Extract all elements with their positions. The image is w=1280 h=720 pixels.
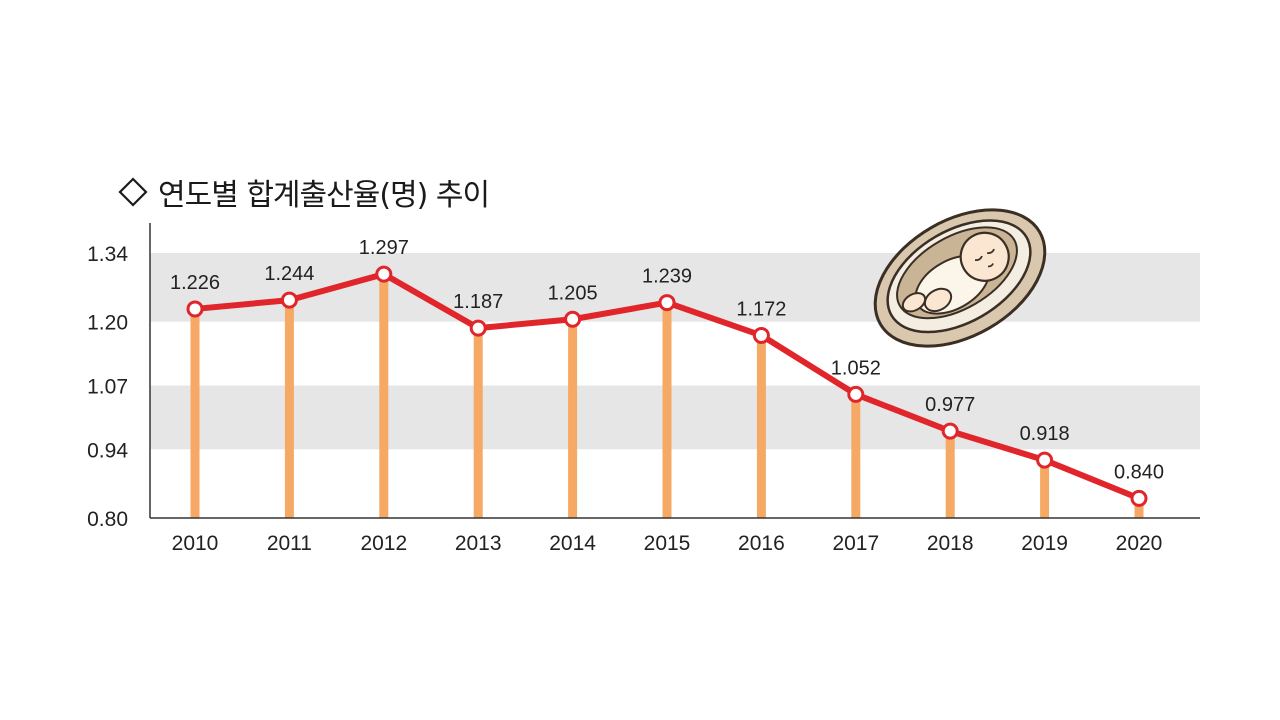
data-label: 0.840 bbox=[1114, 461, 1164, 483]
x-tick-label: 2011 bbox=[267, 532, 312, 555]
baby-in-bassinet-icon bbox=[873, 208, 1047, 348]
diamond-icon bbox=[118, 177, 148, 207]
drop-line bbox=[1134, 498, 1144, 518]
x-tick-label: 2017 bbox=[832, 532, 879, 555]
data-label: 1.226 bbox=[170, 272, 220, 294]
drop-line bbox=[662, 302, 672, 518]
x-tick-label: 2020 bbox=[1116, 532, 1163, 555]
x-tick-label: 2012 bbox=[360, 532, 407, 555]
data-label: 1.297 bbox=[359, 237, 409, 259]
y-tick-label: 1.07 bbox=[87, 376, 128, 399]
x-tick-label: 2014 bbox=[549, 532, 596, 555]
y-tick-label: 0.94 bbox=[87, 439, 128, 462]
drop-line bbox=[284, 300, 294, 518]
shaded-bands bbox=[150, 253, 1200, 450]
x-tick-label: 2015 bbox=[644, 532, 691, 555]
data-marker bbox=[186, 300, 204, 318]
x-tick-label: 2018 bbox=[927, 532, 974, 555]
drop-lines bbox=[190, 274, 1144, 518]
chart-title: 연도별 합계출산율(명) 추이 bbox=[118, 170, 490, 214]
data-marker bbox=[752, 326, 770, 344]
drop-line bbox=[1040, 460, 1050, 518]
data-marker bbox=[280, 291, 298, 309]
data-marker bbox=[658, 294, 676, 312]
data-marker bbox=[375, 265, 393, 283]
data-label: 1.052 bbox=[831, 357, 881, 379]
data-label: 1.205 bbox=[548, 282, 598, 304]
drop-line bbox=[851, 394, 861, 518]
drop-line bbox=[945, 431, 955, 518]
data-labels: 1.226 1.244 1.297 1.187 1.205 1.239 1.172 1.052… bbox=[170, 237, 1164, 483]
x-tick-label: 2019 bbox=[1021, 532, 1068, 555]
data-label: 1.244 bbox=[264, 263, 314, 285]
shaded-band bbox=[150, 385, 1200, 450]
data-markers bbox=[186, 265, 1148, 507]
data-marker bbox=[1130, 489, 1148, 507]
data-label: 0.918 bbox=[1020, 423, 1070, 445]
y-tick-label: 0.80 bbox=[87, 508, 128, 531]
data-marker bbox=[1036, 451, 1054, 469]
x-tick-label: 2010 bbox=[172, 532, 219, 555]
drop-line bbox=[568, 319, 578, 518]
drop-line bbox=[756, 335, 766, 518]
data-label: 0.977 bbox=[925, 394, 975, 416]
drop-line bbox=[190, 308, 200, 518]
axes bbox=[149, 223, 1200, 519]
drop-line bbox=[379, 274, 389, 518]
data-label: 1.239 bbox=[642, 266, 692, 288]
y-tick-label: 1.34 bbox=[87, 243, 128, 266]
data-label: 1.187 bbox=[453, 291, 503, 313]
data-marker bbox=[847, 385, 865, 403]
x-tick-label: 2013 bbox=[455, 532, 502, 555]
y-tick-label: 1.20 bbox=[87, 312, 128, 335]
data-marker bbox=[564, 310, 582, 328]
x-tick-labels: 2010 2011 2012 2013 2014 2015 2016 2017 2018 2019… bbox=[172, 532, 1163, 555]
chart-title-text: 연도별 합계출산율(명) 추이 bbox=[158, 178, 490, 213]
drop-line bbox=[473, 328, 483, 518]
y-tick-labels: 0.80 0.94 1.07 1.20 1.34 bbox=[87, 243, 128, 531]
data-marker bbox=[941, 422, 959, 440]
data-marker bbox=[469, 319, 487, 337]
x-tick-label: 2016 bbox=[738, 532, 785, 555]
data-label: 1.172 bbox=[736, 298, 786, 320]
